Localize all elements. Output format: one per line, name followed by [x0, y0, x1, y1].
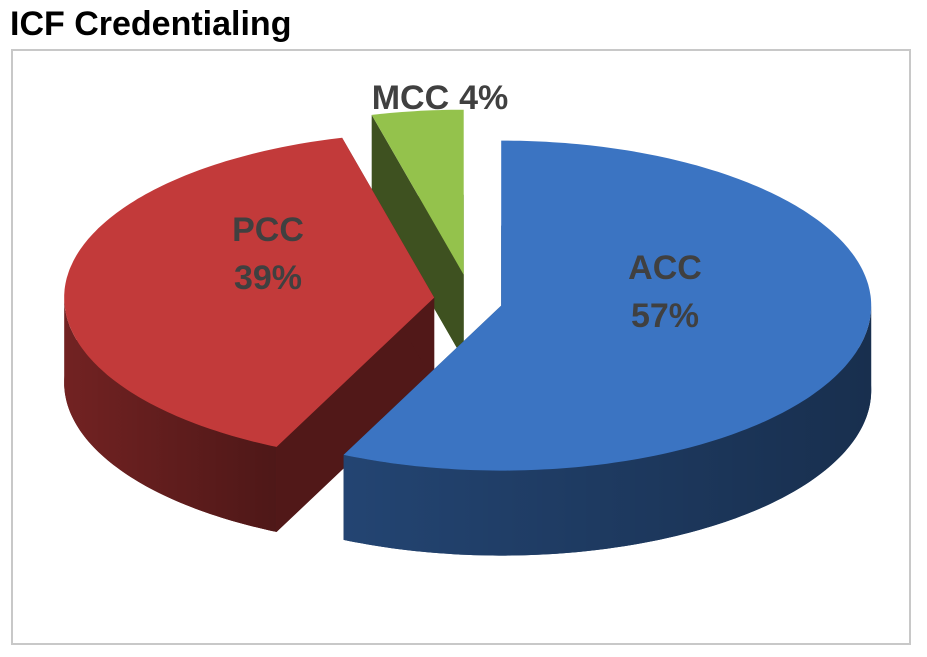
data-label: ACC 57%	[628, 249, 702, 335]
slice-top	[64, 137, 435, 447]
slice-side-shade	[64, 297, 277, 532]
slice-top	[371, 109, 464, 275]
value-label: 57%	[631, 297, 699, 335]
slice-side-shade	[343, 305, 872, 556]
value-label: 4%	[459, 79, 508, 117]
value-label: 39%	[234, 259, 302, 297]
pie	[64, 109, 872, 556]
slice	[343, 140, 872, 556]
slice	[64, 137, 435, 532]
slice-wall	[276, 297, 435, 532]
slice-wall	[371, 114, 464, 360]
slice-top	[343, 140, 872, 471]
category-label: PCC	[232, 211, 304, 249]
category-label: MCC	[372, 79, 449, 117]
chart-title: ICF Credentialing	[10, 5, 291, 43]
category-label: ACC	[628, 249, 702, 287]
data-label: MCC 4%	[372, 79, 509, 117]
data-label: PCC 39%	[232, 211, 304, 297]
